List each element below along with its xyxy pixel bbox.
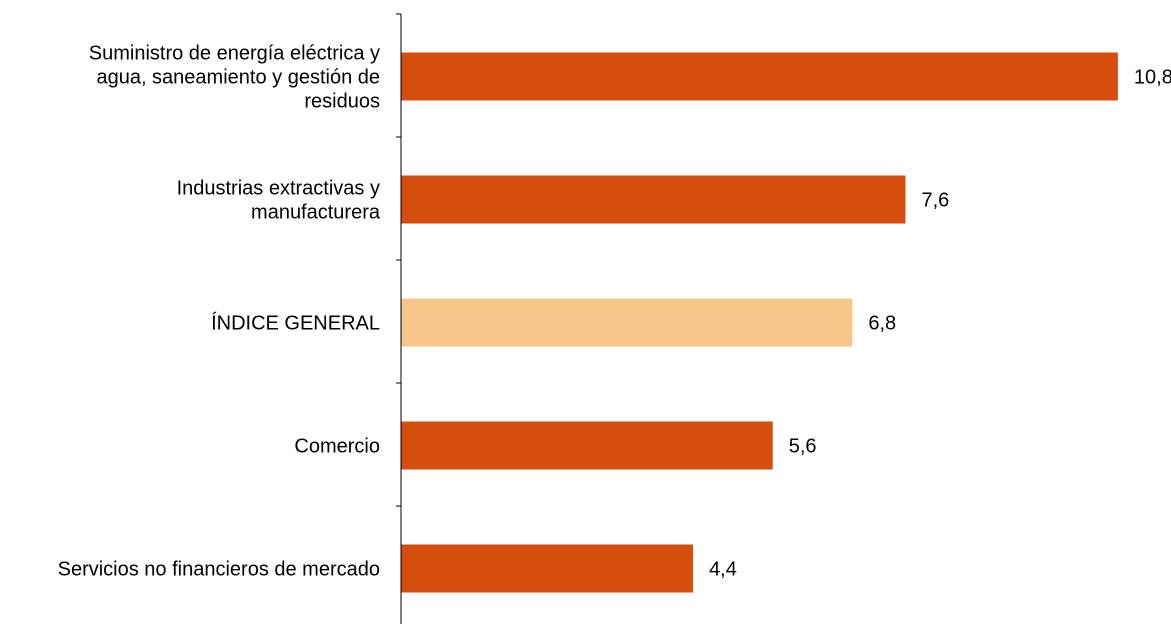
data-label: 7,6 xyxy=(921,190,949,212)
bar xyxy=(401,298,853,347)
category-label: Suministro de energía eléctrica y agua, s… xyxy=(89,43,380,113)
category-label-line: Suministro de energía eléctrica y xyxy=(89,43,380,65)
category-label-line: Industrias extractivas y xyxy=(177,178,380,200)
data-label: 4,4 xyxy=(709,559,737,581)
category-label: ÍNDICE GENERAL xyxy=(211,312,380,335)
bar xyxy=(401,52,1118,101)
y-axis xyxy=(396,13,402,624)
bars-group xyxy=(401,52,1118,593)
category-label: Servicios no financieros de mercado xyxy=(58,559,380,581)
category-label-line: agua, saneamiento y gestión de xyxy=(96,67,380,89)
data-label: 6,8 xyxy=(868,313,896,335)
category-label-line: Servicios no financieros de mercado xyxy=(58,559,380,581)
category-label: Comercio xyxy=(294,436,380,458)
data-label: 5,6 xyxy=(789,436,817,458)
bar xyxy=(401,421,773,470)
category-label-line: ÍNDICE GENERAL xyxy=(211,312,380,335)
data-label: 10,8 xyxy=(1134,67,1171,89)
category-label-line: manufacturera xyxy=(251,202,381,224)
category-label-line: residuos xyxy=(304,91,380,113)
category-label: Industrias extractivas y manufacturera xyxy=(177,178,381,224)
bar xyxy=(401,175,906,224)
bar xyxy=(401,544,694,593)
labels-group: 10,8 Suministro de energía eléctrica y agu… xyxy=(58,43,1171,581)
category-label-line: Comercio xyxy=(294,436,380,458)
